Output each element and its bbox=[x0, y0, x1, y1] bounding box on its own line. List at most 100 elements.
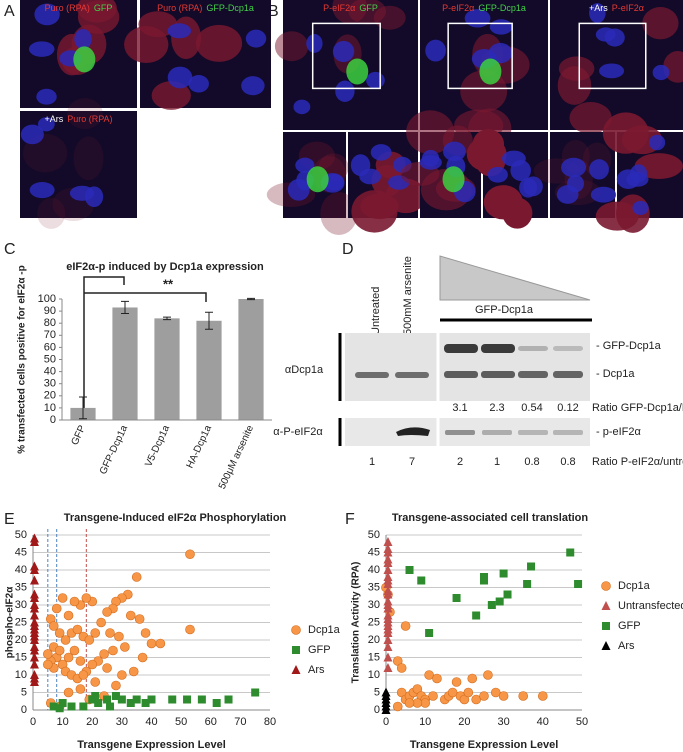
chart-title: eIF2α-p induced by Dcp1a expression bbox=[66, 261, 264, 273]
ratio-label: Ratio P-eIF2α/untreated bbox=[592, 456, 683, 468]
nucleus bbox=[487, 166, 508, 183]
x-axis-label: Transgene Expression Level bbox=[77, 739, 226, 751]
nucleus bbox=[443, 141, 466, 162]
point bbox=[128, 666, 139, 677]
ratio: 2.3 bbox=[489, 402, 504, 414]
point bbox=[383, 565, 393, 574]
point bbox=[72, 624, 83, 635]
legend-marker bbox=[601, 601, 611, 610]
gfp-cell bbox=[346, 58, 369, 85]
point bbox=[63, 652, 74, 663]
panel-label: B bbox=[268, 3, 279, 20]
ratio: 0.8 bbox=[524, 456, 539, 468]
point bbox=[574, 580, 583, 588]
nucleus bbox=[335, 80, 355, 102]
x-tick-label: 40 bbox=[145, 716, 157, 728]
gfp-cell bbox=[306, 166, 329, 193]
cell bbox=[569, 102, 612, 134]
point bbox=[132, 695, 141, 704]
point bbox=[105, 628, 115, 638]
point bbox=[417, 576, 426, 585]
point bbox=[467, 673, 478, 684]
point bbox=[452, 594, 461, 602]
band bbox=[553, 371, 583, 378]
point bbox=[523, 580, 532, 588]
band bbox=[518, 346, 548, 351]
error-bar bbox=[79, 396, 87, 420]
significance-mark: ** bbox=[163, 276, 174, 291]
x-tick-label: 10 bbox=[57, 716, 69, 728]
y-tick-label: 70 bbox=[44, 329, 56, 341]
panel-label: D bbox=[342, 241, 354, 258]
cell bbox=[557, 66, 592, 105]
point bbox=[400, 621, 411, 631]
nucleus bbox=[589, 159, 609, 180]
nucleus bbox=[295, 157, 315, 173]
zoom-box bbox=[578, 22, 647, 90]
point bbox=[49, 702, 58, 711]
y-tick-label: 80 bbox=[44, 317, 56, 329]
cell bbox=[483, 185, 523, 220]
y-tick-label: 0 bbox=[374, 704, 380, 716]
label-part: GFP-Dcp1a bbox=[206, 3, 254, 13]
point bbox=[29, 652, 39, 662]
y-tick-label: 15 bbox=[15, 651, 27, 663]
point bbox=[137, 652, 148, 663]
x-tick-label: 80 bbox=[264, 716, 276, 728]
x-tick-label: HA-Dcp1a bbox=[185, 423, 215, 470]
label-part: P-eIF2α bbox=[612, 3, 644, 13]
point bbox=[48, 621, 59, 631]
x-tick-label: GFP bbox=[69, 423, 88, 447]
x-tick-label: 70 bbox=[234, 716, 246, 728]
micrograph-label: +Ars P-eIF2α bbox=[589, 3, 644, 13]
point bbox=[472, 611, 481, 620]
point bbox=[43, 659, 53, 670]
point bbox=[106, 702, 115, 711]
point bbox=[29, 593, 39, 602]
x-tick-label: 500μM arsenite bbox=[217, 423, 256, 491]
group-label: GFP-Dcp1a bbox=[475, 304, 534, 316]
point bbox=[527, 562, 536, 571]
point bbox=[537, 691, 548, 701]
y-tick-label: 10 bbox=[368, 669, 380, 681]
point bbox=[81, 593, 92, 603]
nucleus bbox=[595, 27, 616, 42]
cell bbox=[348, 0, 387, 25]
y-tick-label: 30 bbox=[368, 599, 380, 611]
bands bbox=[355, 344, 583, 378]
nucleus bbox=[167, 23, 192, 39]
point bbox=[451, 677, 462, 687]
point bbox=[67, 702, 76, 711]
ratio: 7 bbox=[409, 456, 415, 468]
point bbox=[447, 687, 458, 698]
point bbox=[134, 614, 145, 624]
panel-label: A bbox=[4, 3, 15, 20]
nucleus bbox=[20, 124, 44, 145]
point bbox=[69, 596, 80, 607]
nucleus bbox=[332, 40, 355, 63]
x-tick-label: 0 bbox=[30, 716, 36, 728]
nucleus bbox=[649, 134, 666, 151]
label-part: +Ars bbox=[589, 3, 608, 13]
blot-membrane bbox=[345, 333, 590, 401]
micrograph-label: P-eIF2α GFP-Dcp1a bbox=[442, 3, 526, 13]
cell bbox=[195, 24, 243, 62]
y-tick-label: 40 bbox=[15, 564, 27, 576]
cell bbox=[73, 136, 104, 181]
y-tick-label: 45 bbox=[368, 546, 380, 558]
point bbox=[29, 659, 39, 669]
point bbox=[75, 684, 86, 694]
nucleus bbox=[306, 34, 323, 53]
point bbox=[383, 635, 393, 644]
lane-label: Untreated bbox=[370, 287, 382, 335]
y-tick-label: 100 bbox=[38, 293, 56, 305]
y-tick-label: 40 bbox=[368, 564, 380, 576]
point bbox=[141, 699, 150, 707]
bar bbox=[238, 299, 264, 420]
point bbox=[396, 663, 407, 673]
gfp-cell bbox=[479, 58, 502, 85]
y-tick-label: 20 bbox=[44, 390, 56, 402]
point bbox=[58, 699, 67, 707]
point bbox=[54, 645, 65, 656]
legend-label: Dcp1a bbox=[308, 624, 341, 636]
